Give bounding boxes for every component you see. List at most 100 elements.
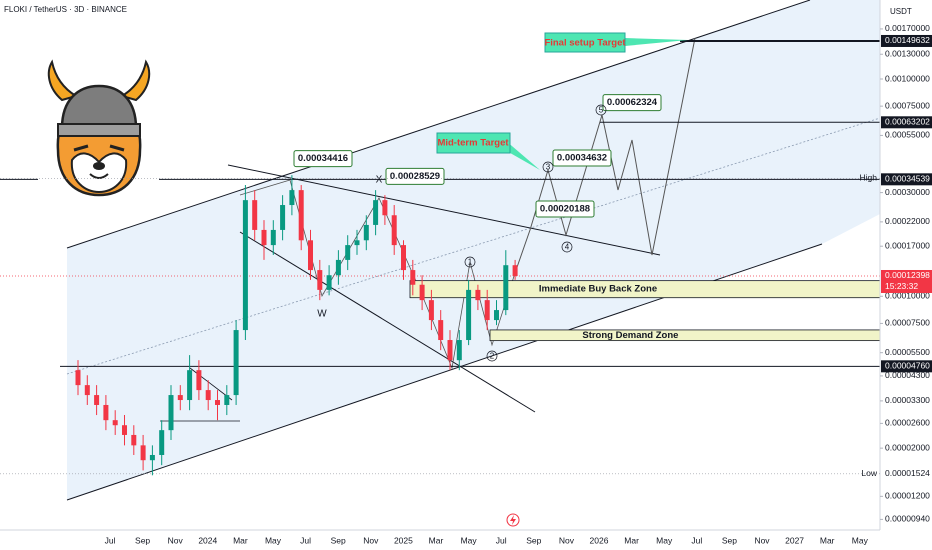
candle-body [131, 434, 137, 446]
candle-body [456, 340, 462, 361]
candle-body [317, 270, 323, 290]
target-label: Final setup Target [544, 38, 626, 49]
logo-helmet-band [57, 123, 141, 137]
currency-label: USDT [890, 7, 912, 16]
zone [489, 329, 881, 342]
candle-body [177, 395, 183, 401]
logo-mouth [89, 173, 109, 179]
wave-circle [464, 256, 476, 268]
event-bolt [510, 515, 516, 525]
target-pointer [625, 38, 688, 46]
zone-label: Immediate Buy Back Zone [539, 284, 657, 295]
candle-body [84, 385, 90, 396]
x-tick-label: May [852, 535, 869, 545]
y-tick-label: 0.00130000 [885, 48, 930, 58]
y-tick-label: 0.00022000 [885, 216, 930, 226]
logo-horn [47, 59, 79, 102]
y-tick-label: 0.00010000 [885, 291, 930, 301]
candle-body [363, 224, 369, 241]
level-box [881, 173, 932, 186]
chart-title: FLOKI / TetherUS · 3D · BINANCE [4, 5, 127, 14]
wave-circle [561, 241, 573, 253]
candle-body [428, 300, 434, 321]
candle-body [335, 259, 341, 276]
wave-label: 3 [546, 163, 551, 172]
level-box [881, 360, 932, 373]
last-price-box [881, 269, 932, 293]
logo-muzzle [70, 152, 128, 194]
y-tick-label: 0.00055000 [885, 130, 930, 140]
candle-body [419, 284, 425, 301]
logo-helmet [60, 84, 138, 130]
candle-body [149, 454, 155, 461]
candle-body [345, 245, 351, 260]
candle-body [503, 265, 509, 311]
level-label: 0.00004760 [885, 361, 930, 371]
callout-label: 0.00020188 [540, 204, 590, 215]
candle-body [494, 310, 499, 321]
x-tick-label: May [656, 535, 673, 545]
y-tick-label: 0.00100000 [885, 73, 930, 83]
target-label: Mid-term Target [437, 138, 509, 149]
candle-body [112, 420, 118, 426]
candle-body [233, 330, 239, 396]
candle-body [438, 320, 444, 341]
x-tick-label: Sep [331, 535, 346, 545]
x-tick-label: May [461, 535, 478, 545]
level-box [881, 34, 932, 47]
candle-body [401, 245, 406, 271]
wedge-lower [239, 231, 536, 413]
y-tick-label: 0.00017000 [885, 240, 930, 250]
level-box [881, 116, 932, 129]
x-tick-label: May [265, 535, 282, 545]
x-tick-label: Nov [754, 535, 770, 545]
candle-body [103, 404, 109, 421]
logo-horn [119, 59, 151, 102]
last-price-label: 0.00012398 [885, 270, 930, 280]
candle-body [447, 340, 453, 361]
candle-body [354, 240, 360, 246]
wave-label: 5 [599, 106, 604, 115]
candle-body [466, 289, 472, 341]
wave-circle [542, 161, 554, 173]
candle-body [308, 240, 313, 271]
callout-label: 0.00034416 [298, 153, 348, 164]
candle-body [484, 300, 490, 321]
candle-body [242, 200, 248, 331]
x-tick-label: Mar [820, 535, 835, 545]
low-label: 0.00001524 [885, 468, 930, 478]
level-label: 0.00063202 [885, 117, 930, 127]
candle-body [75, 370, 81, 386]
candle-body [261, 229, 267, 246]
candle-body [205, 390, 211, 401]
logo [38, 58, 159, 206]
candle-body [298, 190, 304, 241]
channel-fill [67, 0, 880, 500]
x-tick-label: Mar [233, 535, 248, 545]
callout-label: 0.00062324 [607, 97, 658, 108]
callout-box [552, 149, 612, 167]
y-tick-label: 0.00002000 [885, 442, 930, 452]
wave-labels: 1 2 3 4 5 W X [317, 104, 607, 362]
x-tick-label: Nov [168, 535, 184, 545]
wave-label: 4 [565, 243, 570, 252]
candle-body [270, 229, 276, 246]
candle-body [326, 275, 332, 290]
y-tick-label: 0.00001200 [885, 491, 930, 501]
x-tick-label: 2024 [198, 535, 217, 545]
candle-body [512, 265, 518, 276]
level-label: 0.00149632 [885, 35, 930, 45]
x-tick-label: Nov [559, 535, 575, 545]
candle-body [159, 430, 165, 455]
wave-label: W [317, 309, 327, 320]
candle-body [373, 200, 379, 225]
candle-body [122, 425, 127, 435]
candle-body [391, 215, 397, 246]
wedge-upper [227, 164, 661, 256]
low-name: Low [861, 468, 877, 478]
candle-body [94, 395, 100, 405]
candle-body [196, 370, 202, 391]
low-box [881, 467, 932, 480]
candle-body [475, 289, 481, 301]
